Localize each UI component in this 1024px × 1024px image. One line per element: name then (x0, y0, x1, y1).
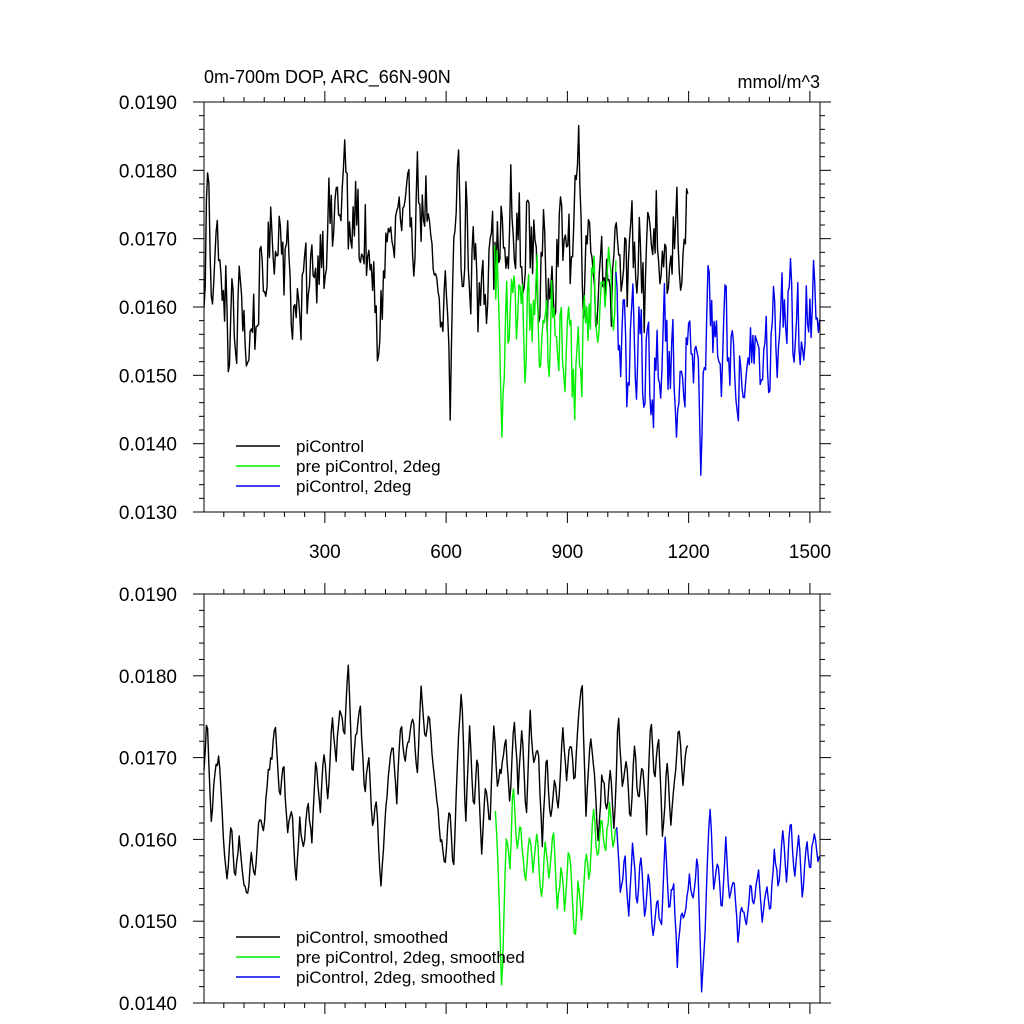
legend-label: pre piControl, 2deg (296, 457, 441, 476)
bottom-series-layer (203, 664, 820, 993)
bottom-plot-frame (203, 593, 821, 1004)
x-tick-label: 600 (430, 542, 462, 563)
y-tick-label: 0.0190 (119, 93, 177, 114)
legend-label: piControl, 2deg, smoothed (296, 968, 495, 987)
x-tick-label: 1500 (789, 542, 831, 563)
y-tick-label: 0.0170 (119, 230, 177, 251)
x-tick-label: 900 (552, 542, 584, 563)
legend-label: piControl, 2deg (296, 477, 411, 496)
top-panel-units: mmol/m^3 (738, 72, 820, 92)
top-panel: 0m-700m DOP, ARC_66N-90N mmol/m^3 0.0130… (119, 67, 831, 563)
x-tick-label: 300 (309, 542, 341, 563)
series-line-3 (615, 258, 821, 476)
y-tick-label: 0.0160 (119, 830, 177, 851)
top-ticks-layer (193, 91, 831, 523)
y-tick-label: 0.0150 (119, 912, 177, 933)
y-tick-label: 0.0140 (119, 994, 177, 1015)
bottom-panel: 0.0140 0.0150 0.0160 0.0170 0.0180 0.0190 piC… (119, 583, 831, 1015)
bottom-y-tick-labels: 0.0140 0.0150 0.0160 0.0170 0.0180 0.0190 (119, 585, 177, 1015)
y-tick-label: 0.0140 (119, 435, 177, 456)
series-line-2 (493, 245, 617, 438)
y-tick-label: 0.0180 (119, 667, 177, 688)
top-y-tick-labels: 0.0130 0.0140 0.0150 0.0160 0.0170 0.0180 0.01… (119, 93, 177, 524)
bottom-ticks-layer (193, 583, 831, 1014)
top-series-layer (203, 124, 821, 476)
y-tick-label: 0.0150 (119, 366, 177, 387)
top-x-tick-labels: 300 600 900 1200 1500 (309, 542, 831, 563)
series-line-3 (616, 808, 820, 993)
top-panel-title: 0m-700m DOP, ARC_66N-90N (204, 67, 451, 88)
series-line-1 (203, 664, 689, 894)
y-tick-label: 0.0130 (119, 503, 177, 524)
y-tick-label: 0.0180 (119, 161, 177, 182)
y-tick-label: 0.0190 (119, 585, 177, 606)
legend-label: piControl (296, 437, 364, 456)
y-tick-label: 0.0160 (119, 298, 177, 319)
y-tick-label: 0.0170 (119, 749, 177, 770)
series-line-2 (494, 788, 617, 986)
legend-label: pre piControl, 2deg, smoothed (296, 948, 525, 967)
x-tick-label: 1200 (667, 542, 709, 563)
legend-label: piControl, smoothed (296, 928, 448, 947)
